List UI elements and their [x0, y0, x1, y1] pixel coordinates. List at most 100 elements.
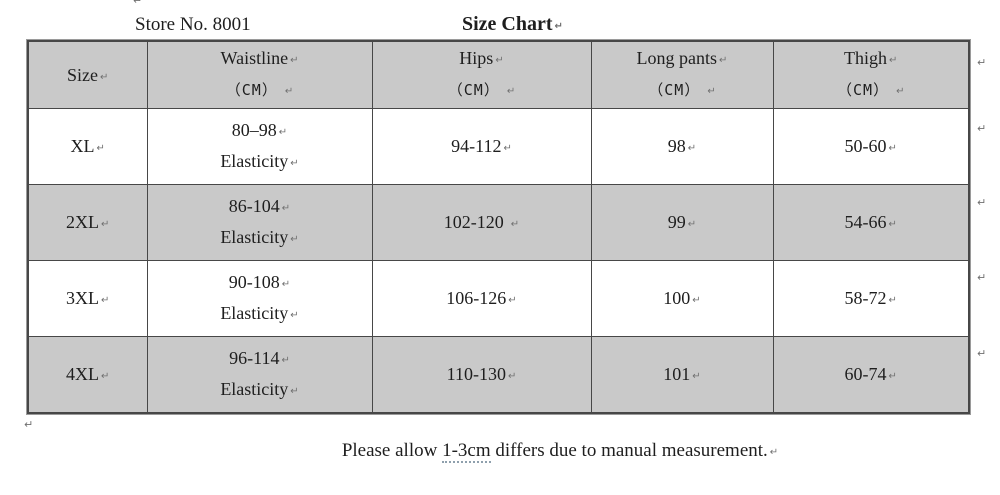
- page-title: Size Chart ↵: [462, 13, 563, 36]
- cell-hips: 102-120 ↵: [371, 184, 592, 261]
- header-unit: （CM）: [648, 81, 701, 99]
- thigh-value: 60-74: [844, 364, 887, 384]
- header-label: Thigh: [844, 48, 888, 68]
- paragraph-mark-icon: ↵: [290, 233, 299, 245]
- waistline-note: Elasticity: [220, 302, 289, 323]
- waistline-range: 90-108: [228, 271, 280, 292]
- cell-size: 2XL ↵: [27, 184, 148, 261]
- paragraph-mark-icon: ↵: [290, 157, 299, 169]
- paragraph-mark-icon: ↵: [888, 219, 897, 230]
- size-value: 4XL: [66, 364, 100, 384]
- long-pants-value: 98: [667, 136, 686, 156]
- cell-long-pants: 100 ↵: [590, 260, 774, 337]
- hips-value: 106-126: [446, 288, 507, 308]
- paragraph-mark-icon: ↵: [554, 21, 563, 32]
- size-value: XL: [70, 136, 95, 156]
- paragraph-mark-icon: ↵: [290, 55, 299, 66]
- paragraph-mark-icon: ↵: [290, 309, 299, 321]
- paragraph-mark-icon: ↵: [977, 196, 987, 209]
- cell-waistline: 96-114 ↵ Elasticity ↵: [146, 336, 373, 414]
- measurement-note: Please allow 1-3cm differs due to manual…: [120, 440, 1000, 463]
- paragraph-mark-icon: ↵: [692, 295, 701, 306]
- header-cell-thigh: Thigh ↵ （CM） ↵: [772, 40, 970, 109]
- cell-waistline: 86-104 ↵ Elasticity ↵: [146, 184, 373, 261]
- paragraph-mark-icon: ↵: [24, 418, 34, 431]
- size-value: 3XL: [66, 288, 100, 308]
- paragraph-mark-icon: ↵: [281, 278, 291, 290]
- paragraph-mark-icon: ↵: [281, 354, 290, 366]
- waistline-range: 80–98: [231, 119, 277, 140]
- waistline-range: 96-114: [229, 347, 280, 368]
- paragraph-mark-icon: ↵: [769, 447, 779, 458]
- cell-thigh: 60-74 ↵: [772, 336, 970, 414]
- paragraph-mark-icon: ↵: [284, 86, 294, 97]
- header-unit: （CM）: [447, 81, 500, 99]
- cell-long-pants: 101 ↵: [590, 336, 774, 414]
- table-header-row: Size ↵ Waistline ↵ （CM） ↵ Hips ↵ （CM） ↵ Long …: [27, 40, 970, 109]
- note-suffix: differs due to manual measurement.: [490, 440, 768, 461]
- long-pants-value: 101: [663, 364, 691, 384]
- cell-size: 4XL ↵: [27, 336, 148, 414]
- header-unit: （CM）: [837, 81, 890, 99]
- paragraph-mark-icon: ↵: [977, 122, 987, 135]
- cell-size: 3XL ↵: [27, 260, 148, 337]
- header-cell-size: Size ↵: [27, 40, 148, 109]
- cell-hips: 110-130 ↵: [371, 336, 592, 414]
- paragraph-mark-icon: ↵: [506, 86, 516, 97]
- cell-hips: 106-126 ↵: [371, 260, 592, 337]
- store-number-label: Store No. 8001: [135, 14, 251, 36]
- thigh-value: 58-72: [844, 288, 887, 308]
- page-title-text: Size Chart: [462, 13, 553, 35]
- paragraph-mark-icon: ↵: [707, 86, 716, 97]
- paragraph-mark-icon: ↵: [507, 371, 517, 382]
- cell-thigh: 58-72 ↵: [772, 260, 970, 337]
- paragraph-mark-icon: ↵: [896, 86, 905, 97]
- paragraph-mark-icon: ↵: [290, 385, 299, 397]
- cell-thigh: 54-66 ↵: [772, 184, 970, 261]
- paragraph-mark-icon: ↵: [100, 71, 109, 83]
- size-value: 2XL: [66, 212, 100, 232]
- paragraph-mark-icon: ↵: [133, 0, 143, 7]
- paragraph-mark-icon: ↵: [508, 295, 517, 306]
- paragraph-mark-icon: ↵: [888, 371, 897, 382]
- hips-value: 102-120: [443, 212, 504, 232]
- cell-hips: 94-112 ↵: [371, 108, 592, 185]
- cell-waistline: 80–98 ↵ Elasticity ↵: [146, 108, 373, 185]
- header-cell-hips: Hips ↵ （CM） ↵: [371, 40, 592, 109]
- cell-waistline: 90-108 ↵ Elasticity ↵: [146, 260, 373, 337]
- header-label: Waistline: [220, 48, 289, 68]
- paragraph-mark-icon: ↵: [503, 143, 512, 154]
- paragraph-mark-icon: ↵: [692, 371, 701, 382]
- paragraph-mark-icon: ↵: [687, 143, 697, 154]
- header-label: Size: [67, 64, 99, 85]
- paragraph-mark-icon: ↵: [889, 55, 898, 66]
- store-number-text: Store No. 8001: [135, 14, 251, 35]
- long-pants-value: 100: [663, 288, 691, 308]
- header-label: Long pants: [636, 48, 718, 68]
- table-row: 2XL ↵ 86-104 ↵ Elasticity ↵ 102-120 ↵ 99 ↵ 54…: [27, 184, 970, 261]
- paragraph-mark-icon: ↵: [977, 271, 987, 284]
- table-row: 3XL ↵ 90-108 ↵ Elasticity ↵ 106-126 ↵ 100 ↵ 5…: [27, 260, 970, 337]
- paragraph-mark-icon: ↵: [687, 219, 697, 230]
- header-cell-long-pants: Long pants ↵ （CM） ↵: [590, 40, 774, 109]
- paragraph-mark-icon: ↵: [719, 55, 728, 66]
- hips-value: 94-112: [451, 136, 502, 156]
- long-pants-value: 99: [667, 212, 686, 232]
- cell-long-pants: 99 ↵: [590, 184, 774, 261]
- thigh-value: 50-60: [844, 136, 887, 156]
- thigh-value: 54-66: [844, 212, 887, 232]
- paragraph-mark-icon: ↵: [101, 295, 110, 306]
- hips-value: 110-130: [446, 364, 506, 384]
- note-prefix: Please allow: [341, 440, 443, 461]
- header-label: Hips: [459, 48, 494, 68]
- header-cell-waistline: Waistline ↵ （CM） ↵: [146, 40, 373, 109]
- paragraph-mark-icon: ↵: [101, 219, 110, 230]
- paragraph-mark-icon: ↵: [888, 143, 897, 154]
- paragraph-mark-icon: ↵: [495, 55, 504, 66]
- table-row: XL ↵ 80–98 ↵ Elasticity ↵ 94-112 ↵ 98 ↵ 50-60…: [27, 108, 970, 185]
- paragraph-mark-icon: ↵: [977, 347, 987, 360]
- size-chart-table: Size ↵ Waistline ↵ （CM） ↵ Hips ↵ （CM） ↵ Long …: [26, 39, 971, 415]
- paragraph-mark-icon: ↵: [510, 219, 520, 230]
- paragraph-mark-icon: ↵: [888, 295, 897, 306]
